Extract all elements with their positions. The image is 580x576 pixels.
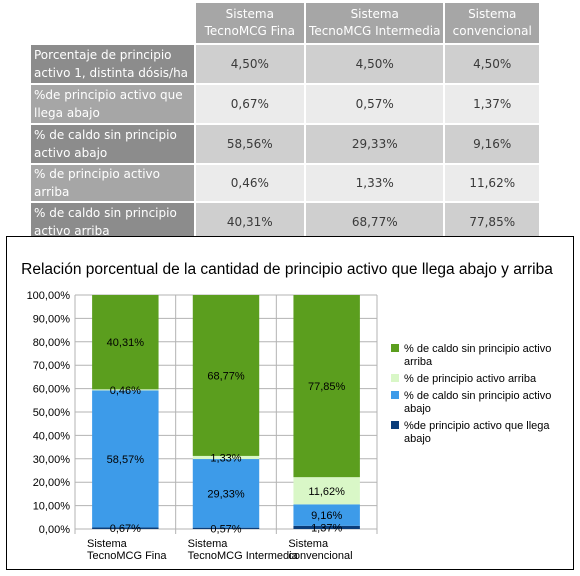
data-label: 0,67% bbox=[110, 523, 141, 535]
y-tick-label: 40,00% bbox=[33, 430, 71, 442]
table-row: % de caldo sin principio activo abajo 58,… bbox=[31, 124, 541, 165]
bar-segment bbox=[192, 295, 260, 456]
row-label: % de principio activo arriba bbox=[31, 164, 196, 203]
y-tick-label: 90,00% bbox=[33, 313, 71, 325]
legend-swatch bbox=[391, 391, 399, 399]
bar-segment bbox=[92, 389, 159, 391]
y-tick-label: 80,00% bbox=[33, 337, 71, 349]
cell-value: 1,33% bbox=[305, 164, 446, 203]
row-label-line: Porcentaje de principio bbox=[34, 48, 172, 62]
data-label: 1,37% bbox=[311, 522, 342, 534]
y-tick-label: 20,00% bbox=[33, 477, 71, 489]
col-header-line: Sistema bbox=[350, 7, 399, 21]
x-category-label: Sistema bbox=[288, 538, 329, 550]
legend-label: arriba bbox=[404, 356, 433, 368]
col-header-line: Sistema bbox=[225, 7, 274, 21]
chart-panel: Relación porcentual de la cantidad de pr… bbox=[6, 236, 574, 570]
cell-value: 0,57% bbox=[305, 84, 446, 125]
data-label: 0,46% bbox=[110, 385, 141, 397]
bar-segment bbox=[192, 459, 260, 528]
row-label: %de principio activo que llega abajo bbox=[31, 84, 196, 125]
cell-value: 0,46% bbox=[194, 164, 307, 203]
stacked-bar-chart: Relación porcentual de la cantidad de pr… bbox=[21, 261, 553, 562]
cell-value: 1,37% bbox=[444, 84, 541, 125]
y-tick-label: 70,00% bbox=[33, 360, 71, 372]
bar-segment bbox=[192, 455, 260, 460]
y-tick-label: 100,00% bbox=[27, 290, 71, 302]
cell-value: 4,50% bbox=[194, 44, 307, 85]
data-label: 77,85% bbox=[308, 381, 346, 393]
data-label: 68,77% bbox=[207, 370, 245, 382]
bar-segment bbox=[293, 525, 360, 529]
col-header-line: convencional bbox=[452, 24, 532, 38]
y-tick-label: 0,00% bbox=[39, 524, 70, 536]
cell-value: 0,67% bbox=[194, 84, 307, 125]
legend-label: % de caldo sin principio activo bbox=[404, 343, 551, 355]
data-label: 11,62% bbox=[308, 486, 345, 498]
legend-swatch bbox=[391, 374, 399, 382]
col-header-convencional: Sistema convencional bbox=[444, 3, 541, 45]
x-category-label: Sistema bbox=[87, 538, 128, 550]
table-row: % de principio activo arriba 0,46% 1,33%… bbox=[31, 164, 541, 203]
y-tick-label: 60,00% bbox=[33, 384, 71, 396]
bar-segment bbox=[293, 477, 360, 505]
row-label-line: %de principio activo que bbox=[34, 88, 183, 102]
table-header-row: Sistema TecnoMCG Fina Sistema TecnoMCG Int… bbox=[31, 3, 541, 45]
col-header-line: Sistema bbox=[468, 7, 517, 21]
bar-segment bbox=[92, 294, 159, 390]
bar-segment bbox=[92, 527, 159, 529]
data-table: Sistema TecnoMCG Fina Sistema TecnoMCG Int… bbox=[31, 3, 541, 243]
col-header-line: TecnoMCG Fina bbox=[204, 24, 295, 38]
legend-label: abajo bbox=[404, 403, 431, 415]
x-category-label: TecnoMCG Fina bbox=[87, 550, 167, 562]
row-label-line: activo arriba bbox=[34, 224, 110, 238]
legend-label: % de principio activo arriba bbox=[404, 373, 537, 385]
data-label: 58,57% bbox=[107, 454, 145, 466]
y-tick-label: 30,00% bbox=[33, 454, 71, 466]
legend-swatch bbox=[391, 344, 399, 352]
table-row: Porcentaje de principio activo 1, distint… bbox=[31, 44, 541, 85]
table-corner bbox=[31, 3, 196, 45]
row-label-line: activo abajo bbox=[34, 146, 108, 160]
cell-value: 4,50% bbox=[444, 44, 541, 85]
y-tick-label: 10,00% bbox=[33, 501, 71, 513]
data-label: 40,31% bbox=[107, 337, 145, 349]
bar-segment bbox=[192, 527, 260, 529]
cell-value: 58,56% bbox=[194, 124, 307, 165]
col-header-fina: Sistema TecnoMCG Fina bbox=[194, 3, 307, 45]
row-label: % de caldo sin principio activo abajo bbox=[31, 124, 196, 165]
row-label-line: % de caldo sin principio bbox=[34, 128, 177, 142]
col-header-line: TecnoMCG Intermedia bbox=[309, 24, 441, 38]
cell-value: 29,33% bbox=[305, 124, 446, 165]
row-label-line: % de principio activo arriba bbox=[34, 167, 160, 199]
cell-value: 11,62% bbox=[444, 164, 541, 203]
row-label-line: llega abajo bbox=[34, 106, 100, 120]
legend-label: %de principio activo que llega bbox=[404, 420, 550, 432]
chart-title: Relación porcentual de la cantidad de pr… bbox=[21, 261, 553, 278]
legend-label: % de caldo sin principio activo bbox=[404, 390, 551, 402]
bar-segment bbox=[293, 295, 360, 478]
x-category-label: Sistema bbox=[188, 538, 229, 550]
data-label: 0,57% bbox=[210, 523, 241, 535]
table-row: %de principio activo que llega abajo 0,67… bbox=[31, 84, 541, 125]
row-label: Porcentaje de principio activo 1, distint… bbox=[31, 44, 196, 85]
x-category-label: TecnoMCG Intermedia bbox=[188, 550, 299, 562]
row-label-line: % de caldo sin principio bbox=[34, 206, 177, 220]
x-category-label: convencional bbox=[288, 550, 352, 562]
cell-value: 4,50% bbox=[305, 44, 446, 85]
legend-label: abajo bbox=[404, 433, 431, 445]
data-label: 9,16% bbox=[311, 510, 342, 522]
data-label: 29,33% bbox=[207, 488, 245, 500]
y-tick-label: 50,00% bbox=[33, 407, 71, 419]
row-label-line: activo 1, distinta dósis/ha bbox=[34, 66, 189, 80]
col-header-intermedia: Sistema TecnoMCG Intermedia bbox=[305, 3, 446, 45]
data-label: 1,33% bbox=[210, 452, 241, 464]
bar-segment bbox=[293, 504, 360, 526]
legend-swatch bbox=[391, 421, 399, 429]
cell-value: 9,16% bbox=[444, 124, 541, 165]
bar-segment bbox=[92, 390, 159, 528]
